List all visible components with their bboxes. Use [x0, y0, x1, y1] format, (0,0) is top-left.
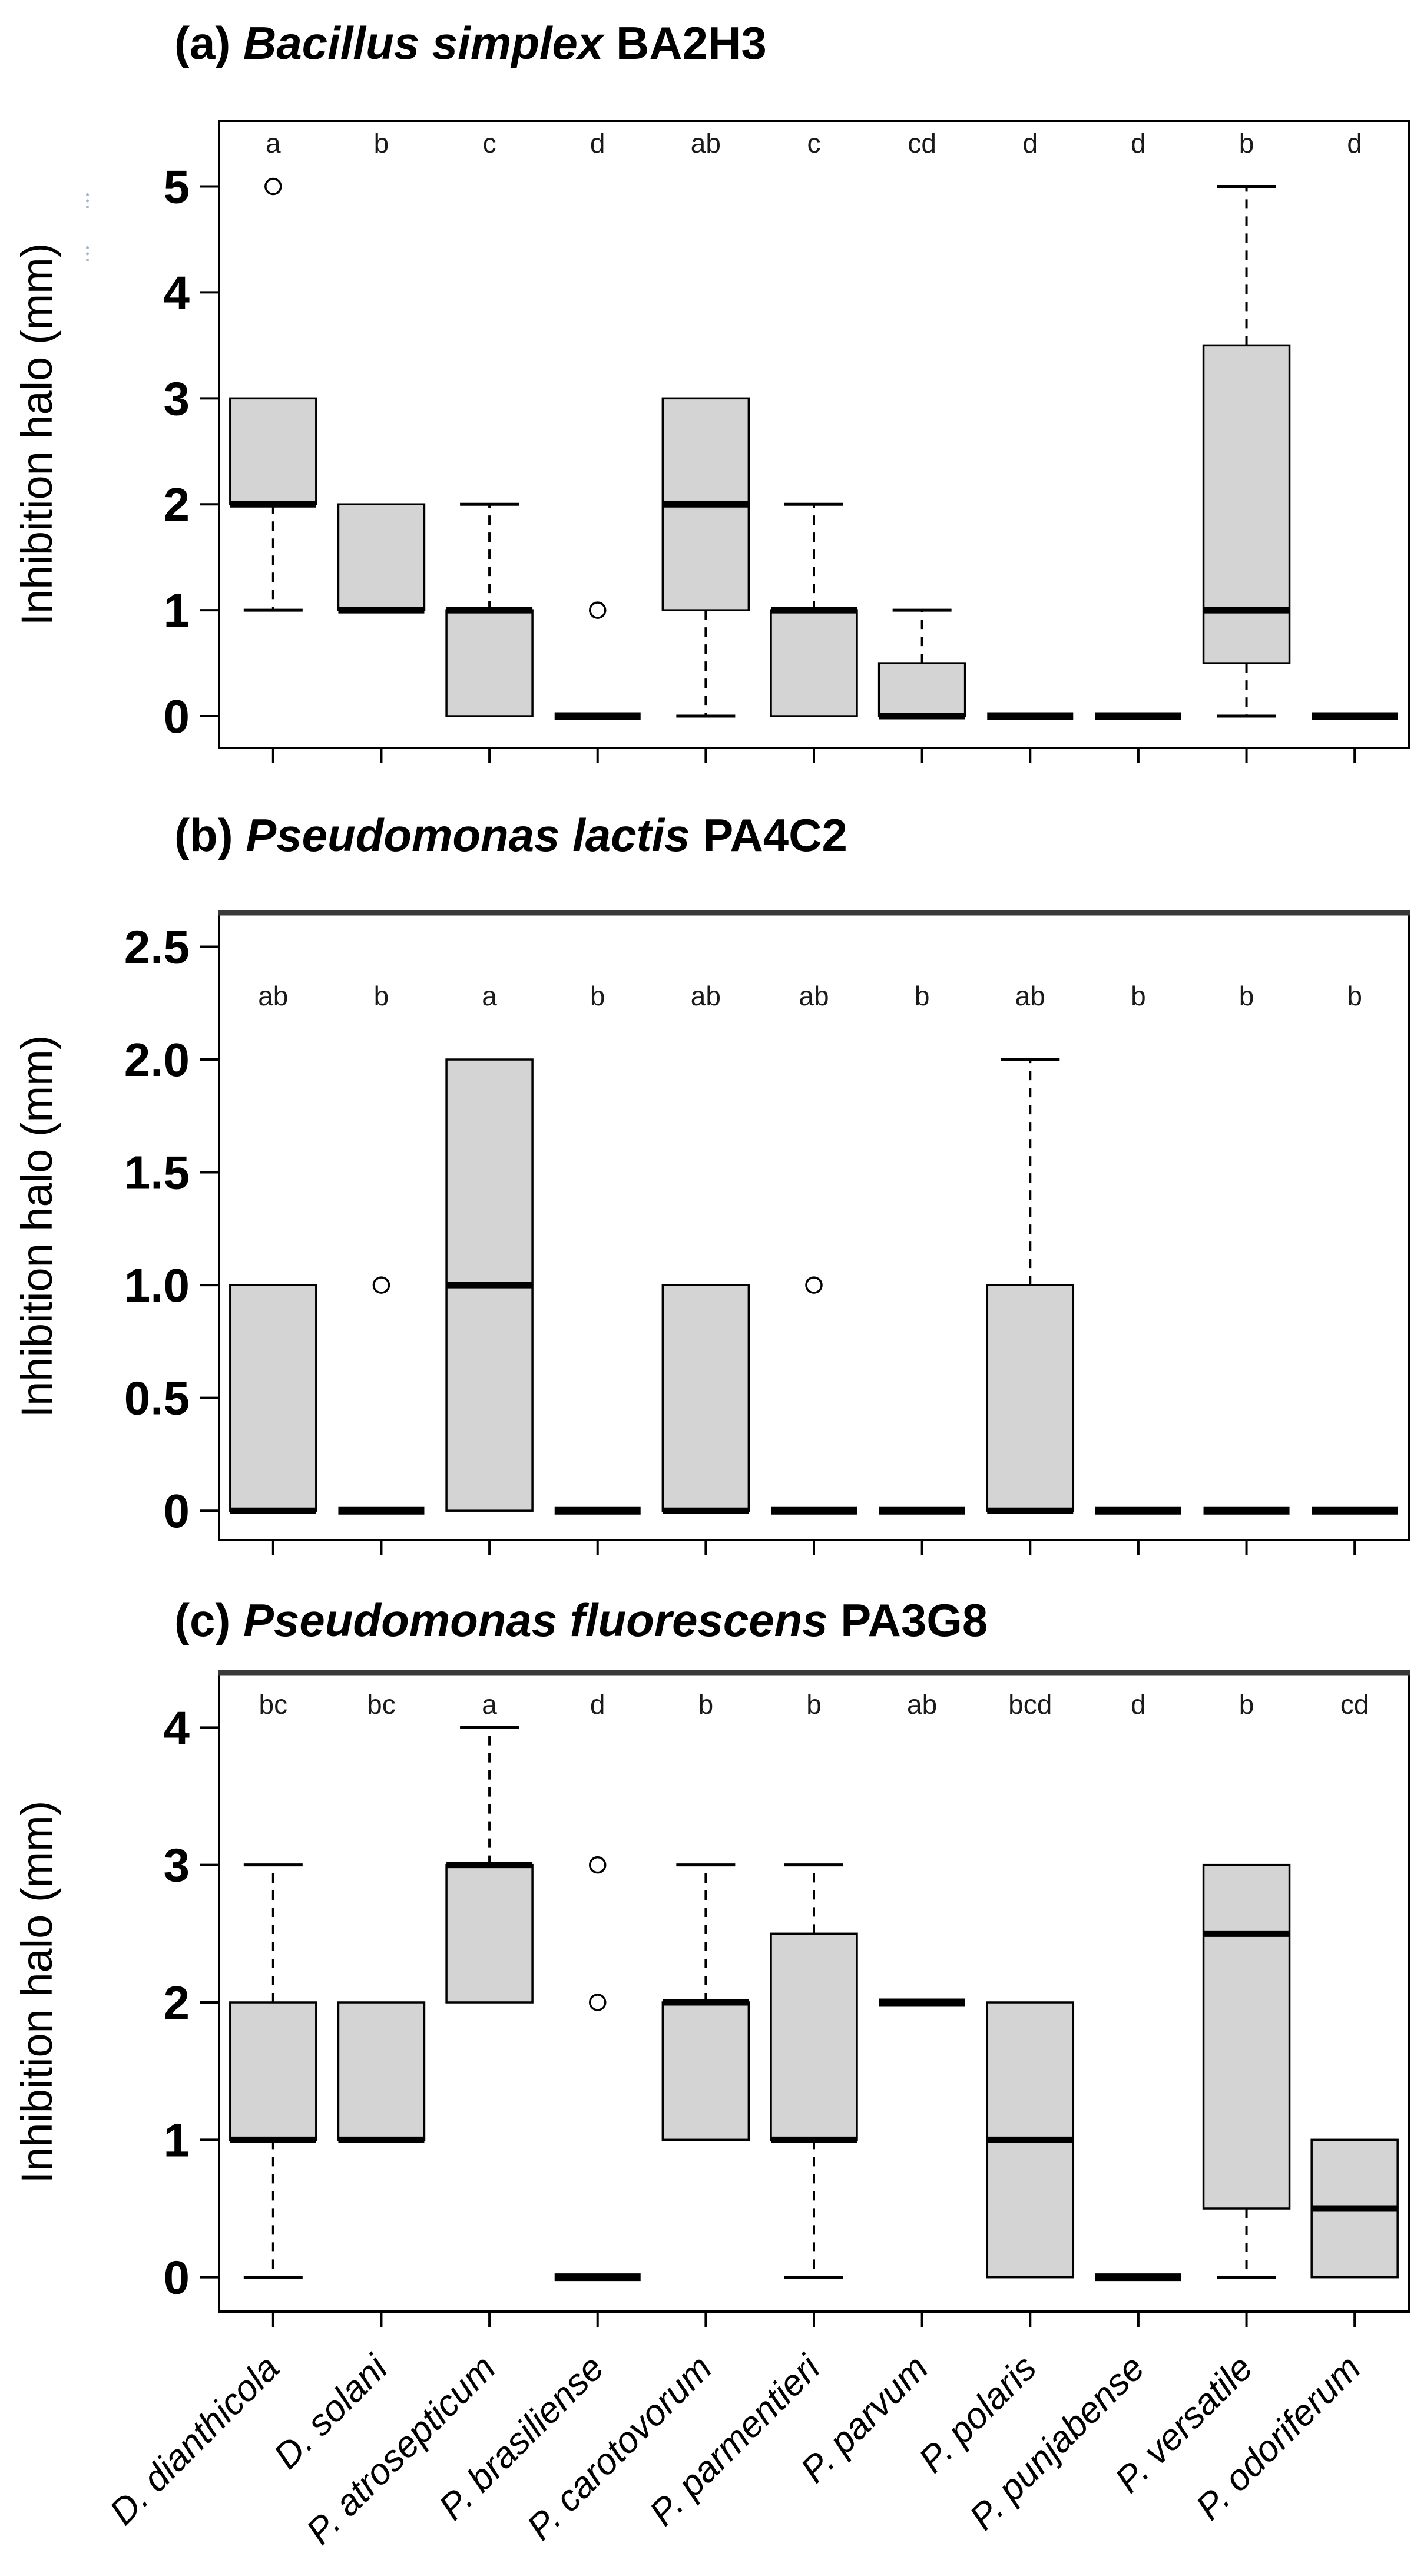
iqr-box [229, 397, 317, 505]
y-tick-label: 1.0 [124, 1259, 190, 1312]
y-tick-label: 2 [164, 1976, 190, 2029]
iqr-box [1202, 344, 1291, 664]
iqr-box [337, 503, 426, 611]
outlier-point [588, 601, 607, 619]
outlier-point [588, 1856, 607, 1874]
significance-letter: cd [908, 128, 936, 158]
significance-letter: ab [691, 128, 721, 158]
iqr-box [229, 2001, 317, 2141]
panel-title-prefix: (b) [174, 809, 246, 861]
panel-a-chart: (a) Bacillus simplex BA2H3 0 1 2 3 4 5 Inhibiti… [0, 0, 1414, 792]
y-tick-label: 0 [164, 690, 190, 743]
panel-b-chart: (b) Pseudomonas lactis PA4C2 0 0.5 1.0 1.5 2.… [0, 792, 1414, 1584]
iqr-box [1202, 1863, 1291, 2210]
significance-letter: b [1239, 128, 1254, 158]
significance-letter: b [374, 981, 389, 1011]
panel-title-prefix: (c) [174, 1594, 243, 1646]
speckle-artifact [86, 193, 89, 208]
significance-letter: b [1239, 981, 1254, 1011]
y-tick-label: 1 [164, 2114, 190, 2166]
significance-letter: d [1131, 128, 1146, 158]
y-axis-label: Inhibition halo (mm) [12, 1801, 61, 2184]
speckle-artifact [86, 246, 89, 261]
outlier-point [805, 1276, 823, 1294]
significance-letter: ab [799, 981, 829, 1011]
significance-letter: ab [258, 981, 288, 1011]
outlier-point [372, 1276, 390, 1294]
iqr-box [770, 1932, 858, 2141]
x-category-label: P. carotovorum [519, 2347, 720, 2548]
significance-letter: b [1239, 1689, 1254, 1720]
y-tick-label: 0 [164, 2251, 190, 2304]
y-tick-label: 1.5 [124, 1147, 190, 1199]
y-tick-label: 3 [164, 372, 190, 425]
significance-letter: d [1022, 128, 1038, 158]
y-tick-label: 4 [164, 266, 190, 319]
panel-title: (a) Bacillus simplex BA2H3 [174, 17, 767, 69]
y-tick-label: 0 [164, 1485, 190, 1537]
significance-letter: b [590, 981, 605, 1011]
significance-letter: d [590, 1689, 605, 1720]
iqr-box [877, 662, 966, 717]
significance-letter: b [698, 1689, 714, 1720]
panel-title: (c) Pseudomonas fluorescens PA3G8 [174, 1594, 988, 1646]
iqr-box [337, 2001, 426, 2141]
iqr-box [661, 1284, 750, 1512]
significance-letter: c [483, 128, 496, 158]
iqr-box [661, 2001, 750, 2141]
significance-letter: b [806, 1689, 822, 1720]
significance-letter: a [266, 128, 281, 158]
iqr-box [770, 609, 858, 717]
significance-letter: a [482, 981, 497, 1011]
y-axis-label: Inhibition halo (mm) [12, 243, 61, 626]
iqr-box [445, 609, 534, 717]
significance-letter: d [1131, 1689, 1146, 1720]
significance-letter: ab [1015, 981, 1045, 1011]
panel-title-strain: BA2H3 [603, 17, 766, 69]
y-axis-label: Inhibition halo (mm) [12, 1035, 61, 1418]
panel-title-species: Pseudomonas fluorescens [243, 1594, 828, 1646]
panel-title-species: Bacillus simplex [243, 17, 605, 69]
significance-letter: cd [1340, 1689, 1369, 1720]
y-tick-label: 2 [164, 478, 190, 531]
significance-letter: c [807, 128, 821, 158]
y-tick-label: 1 [164, 584, 190, 637]
panel-title-species: Pseudomonas lactis [246, 809, 690, 861]
y-tick-label: 4 [164, 1701, 190, 1754]
significance-letter: b [915, 981, 930, 1011]
panel-title: (b) Pseudomonas lactis PA4C2 [174, 809, 847, 861]
panel-title-strain: PA3G8 [828, 1594, 988, 1646]
significance-letter: b [1131, 981, 1146, 1011]
y-tick-label: 5 [164, 161, 190, 213]
significance-letter: bc [259, 1689, 288, 1720]
x-category-label: D. dianthicola [102, 2347, 287, 2532]
significance-letter: ab [691, 981, 721, 1011]
panel-title-prefix: (a) [174, 17, 243, 69]
panel-title-strain: PA4C2 [690, 809, 847, 861]
significance-letter: d [590, 128, 605, 158]
iqr-box [986, 1284, 1075, 1512]
significance-letter: b [1347, 981, 1362, 1011]
significance-letter: d [1347, 128, 1362, 158]
panel-c-chart: (c) Pseudomonas fluorescens PA3G8 0 1 2 3 4 In… [0, 1584, 1414, 2576]
outlier-point [588, 1994, 607, 2011]
outlier-point [264, 177, 282, 196]
significance-letter: a [482, 1689, 497, 1720]
iqr-box [445, 1863, 534, 2004]
significance-letter: bc [367, 1689, 396, 1720]
y-tick-label: 0.5 [124, 1372, 190, 1425]
significance-letter: b [374, 128, 389, 158]
y-tick-label: 2.5 [124, 921, 190, 973]
y-tick-label: 3 [164, 1839, 190, 1892]
y-tick-label: 2.0 [124, 1034, 190, 1086]
significance-letter: bcd [1008, 1689, 1052, 1720]
x-category-label: P. atrosepticum [299, 2347, 504, 2552]
significance-letter: ab [907, 1689, 937, 1720]
iqr-box [229, 1284, 317, 1512]
